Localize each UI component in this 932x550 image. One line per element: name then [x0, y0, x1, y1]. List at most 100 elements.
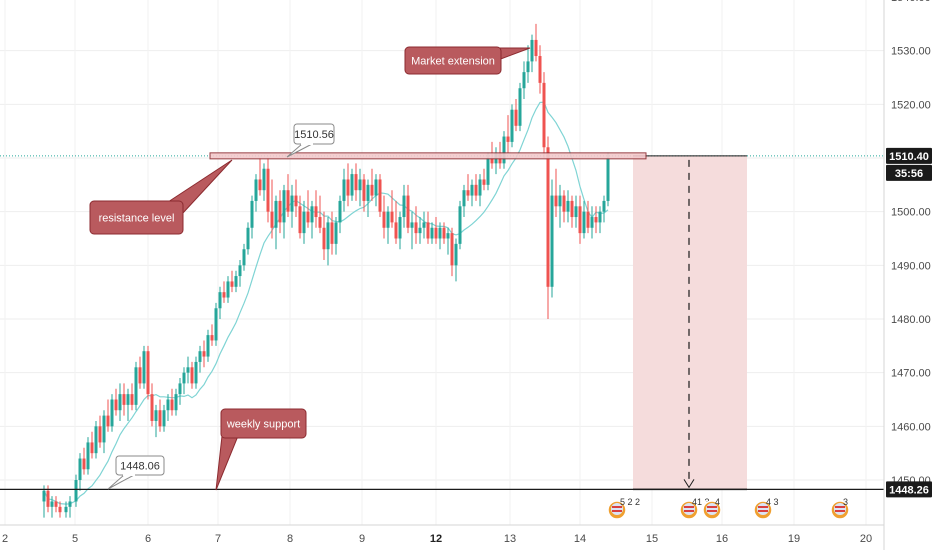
candle-body: [514, 109, 518, 126]
price-tag-label: 35:56: [895, 168, 923, 180]
candle-body: [414, 222, 418, 234]
event-marker[interactable]: 3: [830, 497, 850, 520]
candle-body: [594, 217, 598, 223]
event-marker[interactable]: 5 2 2: [607, 497, 640, 520]
event-marker[interactable]: 4 3: [753, 497, 779, 520]
candle-body: [570, 200, 574, 218]
candle-body: [74, 480, 78, 502]
y-tick-label: 1460.00: [891, 421, 931, 433]
candle-body: [166, 399, 170, 411]
flag-stripe: [835, 510, 845, 512]
candle-body: [242, 249, 246, 266]
candle-body: [402, 195, 406, 218]
candle-body: [486, 158, 490, 185]
annotation-bubble[interactable]: Market extension: [404, 46, 531, 75]
projection-arrow-head: [683, 479, 695, 489]
candle-body: [518, 88, 522, 126]
event-count: 5 2 2: [620, 497, 640, 507]
candle-body: [82, 458, 86, 470]
flag-stripe: [758, 510, 768, 512]
candle-body: [322, 227, 326, 250]
candle-body: [64, 506, 68, 513]
x-tick-label: 9: [359, 533, 365, 545]
candle-body: [46, 490, 50, 507]
moving-average: [43, 101, 609, 505]
candle-body: [250, 200, 254, 228]
candle-body: [422, 222, 426, 228]
event-count: 3: [843, 497, 848, 507]
candle-body: [566, 200, 570, 212]
candle-body: [134, 367, 138, 405]
candle-body: [150, 394, 154, 421]
price-callout-box: [293, 123, 335, 145]
candle-body: [230, 281, 234, 287]
price-axis[interactable]: 1540.001530.001520.001510.001500.001490.…: [883, 0, 932, 550]
price-callout[interactable]: 1510.56: [286, 123, 335, 158]
annotation-text: resistance level: [99, 213, 175, 225]
candle-body: [58, 506, 62, 513]
candle-body: [294, 195, 298, 207]
price-callout-pointer: [107, 474, 135, 490]
candle-body: [334, 222, 338, 244]
x-tick-label: 14: [574, 533, 586, 545]
flag-stripe: [707, 510, 717, 512]
candle-body: [378, 179, 382, 212]
candle-body: [578, 206, 582, 234]
event-marker[interactable]: 41 3: [679, 497, 710, 520]
flag-stripe: [684, 506, 694, 508]
candle-body: [590, 217, 594, 228]
annotation-bubble[interactable]: weekly support: [215, 408, 307, 491]
price-callout-text: 1448.06: [120, 461, 160, 473]
candle-body: [382, 211, 386, 228]
x-tick-label: 19: [788, 533, 800, 545]
price-tag-bg: [886, 164, 932, 181]
candle-body: [406, 195, 410, 228]
candle-body: [186, 367, 190, 373]
candle-body: [226, 281, 230, 298]
candle-body: [478, 179, 482, 196]
levels: [0, 152, 884, 491]
candle-body: [174, 394, 178, 411]
candle-body: [98, 426, 102, 443]
candle-body: [438, 227, 442, 239]
candle-body: [182, 372, 186, 384]
annotations: 1510.56 1448.06 Market extension resistance…: [89, 46, 850, 520]
price-callout[interactable]: 1448.06: [107, 455, 165, 490]
annotation-text: weekly support: [226, 419, 300, 431]
price-tag: 35:56: [886, 164, 932, 181]
candle-body: [118, 394, 122, 411]
candle-body: [298, 206, 302, 234]
candle-body: [142, 351, 146, 384]
resistance-band[interactable]: [209, 152, 647, 160]
candle-body: [106, 415, 110, 427]
candle-body: [510, 109, 514, 142]
price-callout-box: [115, 455, 165, 476]
flag-stripe: [684, 510, 694, 512]
candle-body: [206, 335, 210, 357]
candle-body: [278, 200, 282, 223]
economic-events[interactable]: 5 2 2 41 3 4 4 3 3: [607, 497, 850, 520]
candle-body: [362, 179, 366, 201]
candle-body: [290, 195, 294, 212]
candle-body: [446, 233, 450, 239]
y-tick-label: 1500.00: [891, 207, 931, 219]
candle-body: [210, 335, 214, 341]
candle-body: [198, 351, 202, 362]
candle-body: [162, 410, 166, 427]
candle-body: [262, 168, 266, 191]
x-tick-label: 8: [287, 533, 293, 545]
candle-body: [502, 136, 506, 164]
price-tag-bg: [886, 147, 932, 164]
event-marker[interactable]: 4: [702, 497, 722, 520]
time-axis[interactable]: 2 5 6 7 8 9 12 13 14 15 16 19 20: [0, 524, 884, 545]
candle-body: [282, 190, 286, 223]
candle-body: [306, 211, 310, 223]
candle-body: [490, 158, 494, 164]
candle-body: [386, 211, 390, 228]
annotation-bubble[interactable]: resistance level: [89, 159, 233, 235]
candle-body: [190, 367, 194, 384]
price-axis-bg: [884, 0, 932, 550]
annotation-text: Market extension: [411, 56, 495, 68]
candle-body: [126, 394, 130, 405]
